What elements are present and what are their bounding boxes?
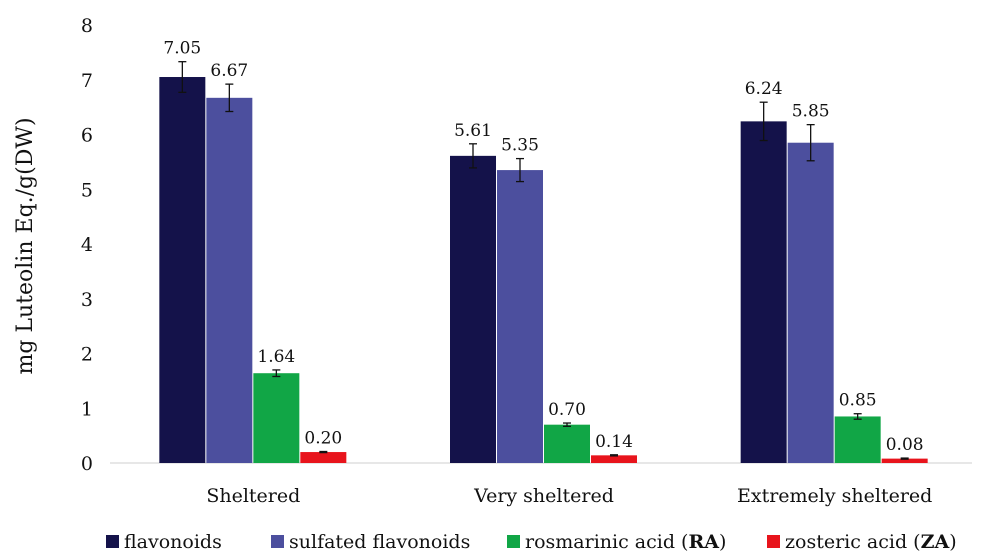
y-tick-label: 3	[81, 289, 93, 311]
bars-group	[159, 77, 928, 464]
data-label: 0.08	[886, 435, 924, 455]
legend-label: sulfated flavonoids	[289, 531, 470, 553]
y-tick-label: 5	[81, 179, 93, 201]
y-tick-label: 0	[81, 453, 93, 475]
data-labels-group: 7.05 6.67 1.64 0.20 5.61 5.35 0.70 0.14 6.24 5.85…	[163, 39, 923, 455]
y-axis-label: mg Luteolin Eq./g(DW)	[13, 117, 38, 374]
x-tick-label: Extremely sheltered	[737, 485, 932, 507]
data-label: 0.20	[304, 429, 342, 449]
legend-label: zosteric acid (ZA)	[785, 531, 957, 553]
bar	[450, 155, 496, 464]
y-tick-label: 8	[81, 15, 93, 37]
bar	[834, 416, 881, 463]
legend-item: rosmarinic acid (RA)	[507, 531, 726, 553]
data-label: 1.64	[257, 347, 295, 367]
bar	[787, 142, 834, 463]
legend-swatch	[271, 535, 284, 548]
x-tick-label: Very sheltered	[473, 485, 614, 507]
y-axis-ticks: 0 1 2 3 4 5 6 7 8	[81, 15, 93, 475]
data-label: 7.05	[163, 39, 201, 59]
bar	[591, 455, 637, 463]
data-label: 5.61	[454, 121, 492, 141]
x-axis-tick-labels: Sheltered Very sheltered Extremely shelter…	[206, 485, 932, 507]
legend-swatch	[767, 535, 780, 548]
legend-item: zosteric acid (ZA)	[767, 531, 957, 553]
bar	[881, 458, 928, 463]
bar	[740, 121, 787, 464]
data-label: 0.70	[548, 400, 586, 420]
legend-swatch	[507, 535, 520, 548]
legend-item: sulfated flavonoids	[271, 531, 470, 553]
y-tick-label: 7	[81, 70, 93, 92]
x-tick-label: Sheltered	[206, 485, 300, 507]
data-label: 0.14	[595, 432, 633, 452]
legend-item: flavonoids	[106, 531, 222, 553]
bar	[159, 77, 206, 463]
data-label: 6.67	[210, 61, 248, 81]
bar	[497, 170, 543, 463]
data-label: 5.35	[501, 136, 539, 156]
bar	[300, 452, 347, 463]
y-tick-label: 1	[81, 398, 93, 420]
legend-swatch	[106, 535, 119, 548]
data-label: 0.85	[839, 391, 877, 411]
bar	[253, 373, 300, 463]
legend-label: flavonoids	[124, 531, 222, 553]
bar	[206, 97, 253, 463]
y-tick-label: 4	[81, 234, 93, 256]
data-label: 5.85	[792, 102, 830, 122]
y-tick-label: 6	[81, 125, 93, 147]
bar	[544, 424, 590, 463]
y-tick-label: 2	[81, 344, 93, 366]
data-label: 6.24	[745, 79, 783, 99]
error-bars-group	[178, 61, 909, 460]
legend: flavonoids sulfated flavonoids rosmarinic …	[106, 531, 957, 553]
legend-label: rosmarinic acid (RA)	[525, 531, 726, 553]
